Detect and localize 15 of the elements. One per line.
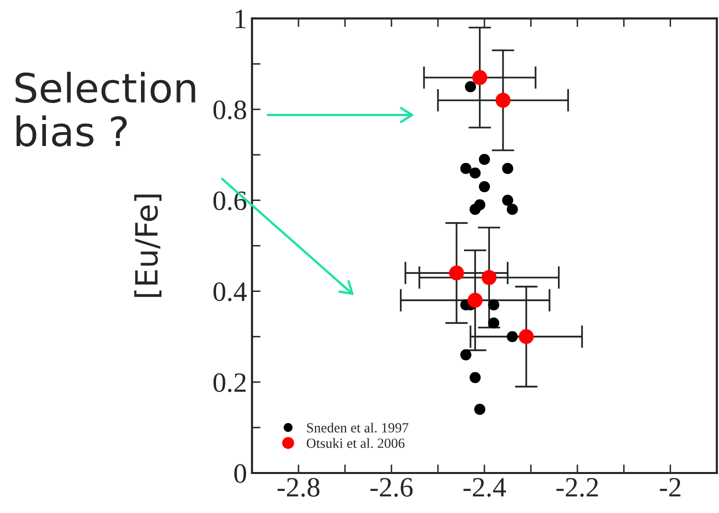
y-tick-label: 0 bbox=[234, 464, 246, 483]
legend-label: Sneden et al. 1997 bbox=[307, 422, 408, 433]
y-tick-label: 1 bbox=[236, 10, 246, 28]
x-tick-label: -2.8 bbox=[278, 478, 320, 497]
x-tick-label: -2.6 bbox=[370, 478, 413, 497]
text: Selection bias ? bbox=[16, 72, 196, 147]
y-tick-label: 0.2 bbox=[213, 373, 246, 392]
x-tick-label: -2.4 bbox=[463, 478, 506, 497]
y-tick-label: 0.8 bbox=[213, 100, 246, 120]
x-tick-label: -2 bbox=[660, 478, 680, 496]
y-axis-title: [Eu/Fe] bbox=[134, 194, 162, 297]
legend-label: Otsuki et al. 2006 bbox=[306, 438, 405, 448]
y-tick-label: 0.6 bbox=[213, 191, 246, 210]
x-tick-label: -2.2 bbox=[556, 478, 598, 497]
y-tick-label: 0.4 bbox=[213, 282, 247, 302]
